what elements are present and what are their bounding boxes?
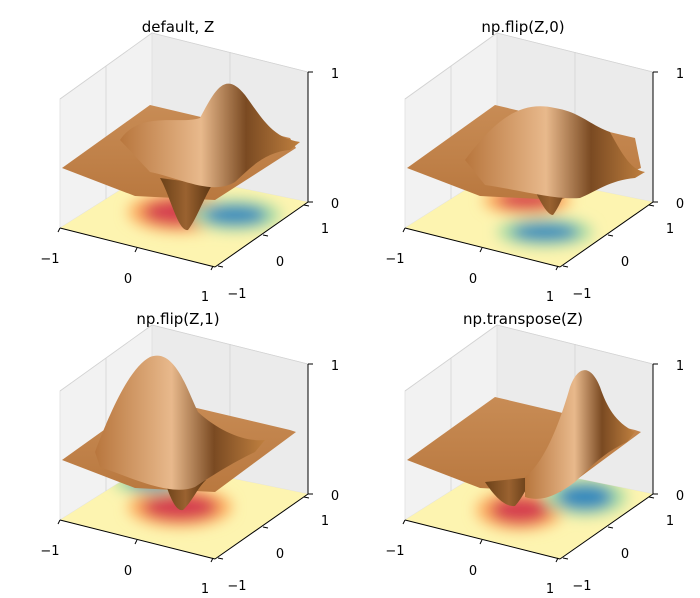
x-tick-label: 1 (546, 290, 554, 305)
y-axis-line (214, 493, 309, 560)
z-tick-label: 1 (331, 67, 339, 82)
z-tick-label: 1 (331, 359, 339, 374)
x-axis-line (404, 519, 561, 560)
subplot-title: np.flip(Z,1) (136, 310, 219, 328)
z-tick-label: 1 (676, 67, 684, 82)
z-tick-label: 1 (676, 359, 684, 374)
y-tick-label: 0 (276, 547, 284, 562)
y-tick-label: 0 (621, 547, 629, 562)
x-tick-label: −1 (385, 252, 404, 267)
z-tick-label: 0 (676, 197, 684, 212)
y-tick-label: 0 (276, 255, 284, 270)
x-tick-label: 0 (124, 564, 132, 579)
surface-dip (160, 178, 212, 231)
floor-low-region (490, 496, 550, 524)
x-tick-label: 0 (469, 272, 477, 287)
y-tick-label: 1 (321, 514, 329, 529)
y-tick-label: −1 (572, 579, 591, 594)
subplot-title: np.transpose(Z) (463, 310, 583, 328)
y-tick-label: −1 (227, 287, 246, 302)
z-tick-label: 0 (331, 197, 339, 212)
y-tick-label: 1 (666, 514, 674, 529)
x-tick-label: 1 (201, 290, 209, 305)
y-tick-label: −1 (572, 287, 591, 302)
x-tick-label: 0 (124, 272, 132, 287)
subplot-title: np.flip(Z,0) (481, 18, 564, 36)
y-axis-line (214, 201, 309, 268)
y-tick-label: 1 (321, 222, 329, 237)
surface-dip (485, 477, 533, 507)
surface-peak (525, 370, 635, 499)
z-tick-label: 0 (676, 489, 684, 504)
y-tick-label: 0 (621, 255, 629, 270)
x-axis-line (59, 519, 216, 560)
x-tick-label: −1 (40, 252, 59, 267)
x-tick-label: −1 (40, 544, 59, 559)
y-tick-label: −1 (227, 579, 246, 594)
x-tick-label: 1 (546, 582, 554, 597)
x-tick-label: 0 (469, 564, 477, 579)
floor-high-region (203, 205, 267, 225)
floor-high-region (511, 223, 579, 241)
x-tick-label: −1 (385, 544, 404, 559)
surface-peak (95, 355, 265, 490)
y-axis-line (559, 493, 654, 560)
x-tick-label: 1 (201, 582, 209, 597)
subplot-title: default, Z (142, 18, 215, 36)
surface-peak (120, 83, 300, 188)
surface-peak (465, 106, 645, 199)
y-tick-label: 1 (666, 222, 674, 237)
z-tick-label: 0 (331, 489, 339, 504)
x-axis-line (59, 227, 216, 268)
floor-high-region (557, 484, 613, 510)
y-axis-line (559, 201, 654, 268)
x-axis-line (404, 227, 561, 268)
